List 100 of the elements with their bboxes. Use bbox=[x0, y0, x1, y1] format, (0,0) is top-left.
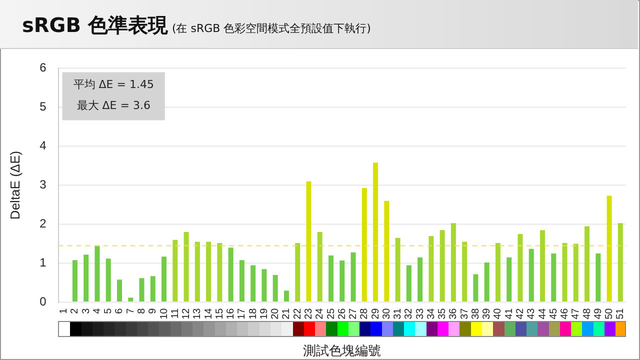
x-tick-label: 31 bbox=[392, 308, 404, 320]
bar bbox=[495, 242, 500, 302]
x-tick-label: 51 bbox=[615, 308, 626, 320]
x-tick-label: 36 bbox=[448, 308, 460, 320]
x-tick-label: 15 bbox=[214, 308, 226, 320]
y-tick-label: 6 bbox=[40, 60, 47, 75]
bar bbox=[106, 258, 111, 302]
bar bbox=[84, 254, 89, 302]
x-tick-label: 33 bbox=[414, 308, 426, 320]
x-tick-label: 18 bbox=[248, 308, 259, 320]
bar bbox=[562, 242, 568, 302]
bar bbox=[406, 265, 412, 302]
bar bbox=[506, 257, 512, 302]
x-tick-label: 43 bbox=[526, 308, 538, 320]
x-tick-label: 40 bbox=[492, 308, 504, 320]
y-tick-label: 3 bbox=[40, 178, 47, 192]
x-axis-title: 測試色塊編號 bbox=[303, 342, 382, 358]
bar bbox=[450, 223, 456, 302]
y-tick-label: 2 bbox=[40, 216, 47, 231]
bar bbox=[150, 276, 156, 302]
bar bbox=[440, 230, 445, 302]
x-tick-label: 45 bbox=[548, 308, 560, 320]
bar bbox=[418, 257, 423, 302]
x-tick-label: 27 bbox=[348, 308, 360, 320]
y-tick-label: 1 bbox=[40, 256, 47, 270]
x-tick-label: 48 bbox=[582, 308, 593, 320]
x-tick-label: 26 bbox=[336, 308, 348, 320]
x-tick-label: 17 bbox=[236, 308, 248, 320]
x-tick-label: 50 bbox=[604, 308, 616, 320]
bar bbox=[128, 298, 134, 302]
bar bbox=[596, 254, 601, 302]
bar bbox=[540, 230, 546, 302]
bar bbox=[462, 242, 468, 302]
x-tick-label: 13 bbox=[192, 308, 204, 320]
bar bbox=[262, 269, 267, 302]
y-axis-title: DeltaE (ΔE) bbox=[7, 150, 22, 220]
x-tick-label: 35 bbox=[437, 308, 448, 320]
bar bbox=[606, 196, 612, 302]
bar bbox=[328, 255, 334, 302]
bar bbox=[528, 248, 534, 302]
x-tick-label: 5 bbox=[103, 308, 114, 314]
bar bbox=[428, 236, 434, 302]
x-tick-label: 44 bbox=[537, 308, 548, 320]
x-tick-label: 32 bbox=[404, 308, 415, 320]
bar bbox=[373, 162, 378, 302]
x-tick-label: 29 bbox=[370, 308, 382, 320]
x-tick-label: 9 bbox=[148, 308, 159, 314]
x-tick-label: 37 bbox=[459, 308, 470, 320]
x-tick-label: 22 bbox=[292, 308, 304, 320]
bar bbox=[518, 234, 523, 302]
bar bbox=[194, 242, 200, 302]
bar bbox=[116, 280, 122, 302]
bar bbox=[306, 181, 312, 302]
x-tick-label: 28 bbox=[359, 308, 370, 320]
bar bbox=[172, 240, 178, 302]
x-tick-label: 10 bbox=[158, 308, 170, 320]
bar bbox=[228, 248, 234, 302]
x-tick-label: 11 bbox=[170, 308, 181, 319]
x-tick-label: 25 bbox=[326, 308, 337, 320]
x-tick-label: 1 bbox=[58, 308, 70, 314]
y-tick-label: 0 bbox=[40, 294, 47, 309]
x-tick-label: 24 bbox=[314, 308, 326, 320]
x-tick-label: 20 bbox=[270, 308, 282, 320]
bar bbox=[584, 226, 590, 302]
x-tick-label: 41 bbox=[504, 308, 515, 320]
bar bbox=[473, 274, 478, 302]
bar bbox=[573, 244, 578, 302]
x-tick-label: 39 bbox=[482, 308, 493, 320]
y-tick-label: 4 bbox=[40, 138, 47, 153]
x-tick-label: 3 bbox=[80, 308, 92, 314]
x-tick-label: 12 bbox=[181, 308, 192, 320]
x-tick-label: 6 bbox=[114, 308, 126, 314]
bar bbox=[384, 200, 390, 302]
bar bbox=[72, 260, 78, 302]
y-tick-label: 5 bbox=[40, 100, 47, 114]
x-tick-label: 23 bbox=[303, 308, 314, 320]
x-tick-label: 7 bbox=[125, 308, 136, 314]
x-tick-label: 16 bbox=[226, 308, 237, 320]
x-tick-label: 30 bbox=[381, 308, 392, 320]
x-tick-label: 46 bbox=[560, 308, 571, 320]
annotation: 平均 ΔE = 1.45 bbox=[73, 78, 154, 92]
bar bbox=[217, 242, 222, 302]
bar bbox=[362, 188, 367, 302]
x-tick-label: 49 bbox=[592, 308, 604, 320]
x-tick-label: 4 bbox=[92, 308, 103, 314]
x-tick-label: 19 bbox=[258, 308, 270, 320]
x-tick-label: 2 bbox=[70, 308, 81, 314]
bar bbox=[250, 265, 256, 302]
x-tick-label: 21 bbox=[281, 308, 292, 320]
bar bbox=[284, 290, 289, 302]
bar bbox=[162, 256, 167, 302]
bar bbox=[295, 242, 300, 302]
bar bbox=[551, 254, 556, 302]
annotation: 最大 ΔE = 3.6 bbox=[76, 99, 150, 112]
bar bbox=[184, 232, 189, 302]
bar bbox=[206, 242, 212, 302]
bar bbox=[317, 232, 322, 302]
bar bbox=[395, 238, 400, 302]
bar bbox=[350, 252, 356, 302]
x-tick-label: 42 bbox=[514, 308, 526, 320]
